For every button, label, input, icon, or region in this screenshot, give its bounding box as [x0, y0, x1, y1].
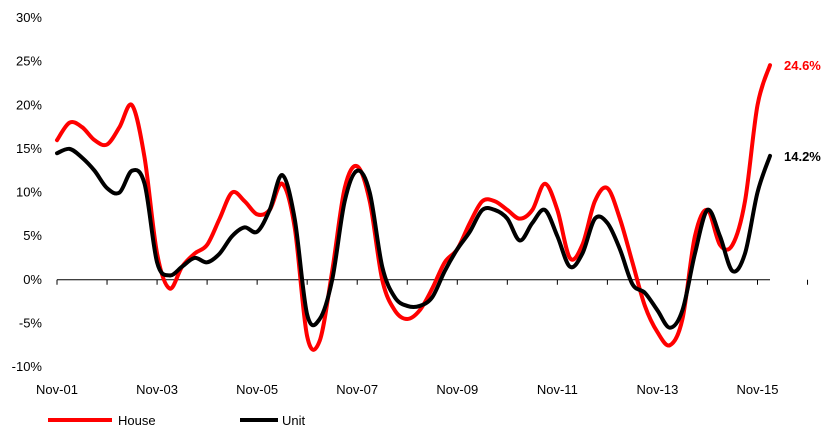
- y-tick-label: 10%: [16, 185, 42, 200]
- series-line-house: [55, 63, 772, 352]
- y-tick-label: 25%: [16, 54, 42, 69]
- y-tick-label: 0%: [23, 272, 42, 287]
- y-tick-label: -5%: [19, 315, 43, 330]
- x-tick-label: Nov-07: [336, 382, 378, 397]
- x-tick-label: Nov-05: [236, 382, 278, 397]
- end-label-house: 24.6%: [784, 58, 821, 73]
- x-axis: Nov-01 Nov-03 Nov-05 Nov-07 Nov-09 Nov-11 Nov-…: [36, 279, 809, 397]
- legend-label-unit: Unit: [282, 413, 306, 428]
- legend: House Unit: [48, 413, 306, 428]
- x-tick-label: Nov-03: [136, 382, 178, 397]
- y-tick-label: 30%: [16, 10, 42, 25]
- legend-label-house: House: [118, 413, 156, 428]
- series-line-unit: [55, 146, 772, 330]
- end-label-unit: 14.2%: [784, 149, 821, 164]
- x-tick-label: Nov-11: [537, 382, 578, 397]
- x-tick-label: Nov-13: [636, 382, 678, 397]
- y-tick-label: 5%: [23, 228, 42, 243]
- series-layer: 24.6% 14.2%: [55, 58, 821, 352]
- x-tick-label: Nov-09: [436, 382, 478, 397]
- y-tick-label: 15%: [16, 141, 42, 156]
- x-tick-label: Nov-15: [737, 382, 779, 397]
- y-tick-label: 20%: [16, 97, 42, 112]
- x-tick-label: Nov-01: [36, 382, 78, 397]
- y-tick-label: -10%: [12, 359, 43, 374]
- y-axis: 30% 25% 20% 15% 10% 5% 0% -5% -10%: [12, 10, 43, 374]
